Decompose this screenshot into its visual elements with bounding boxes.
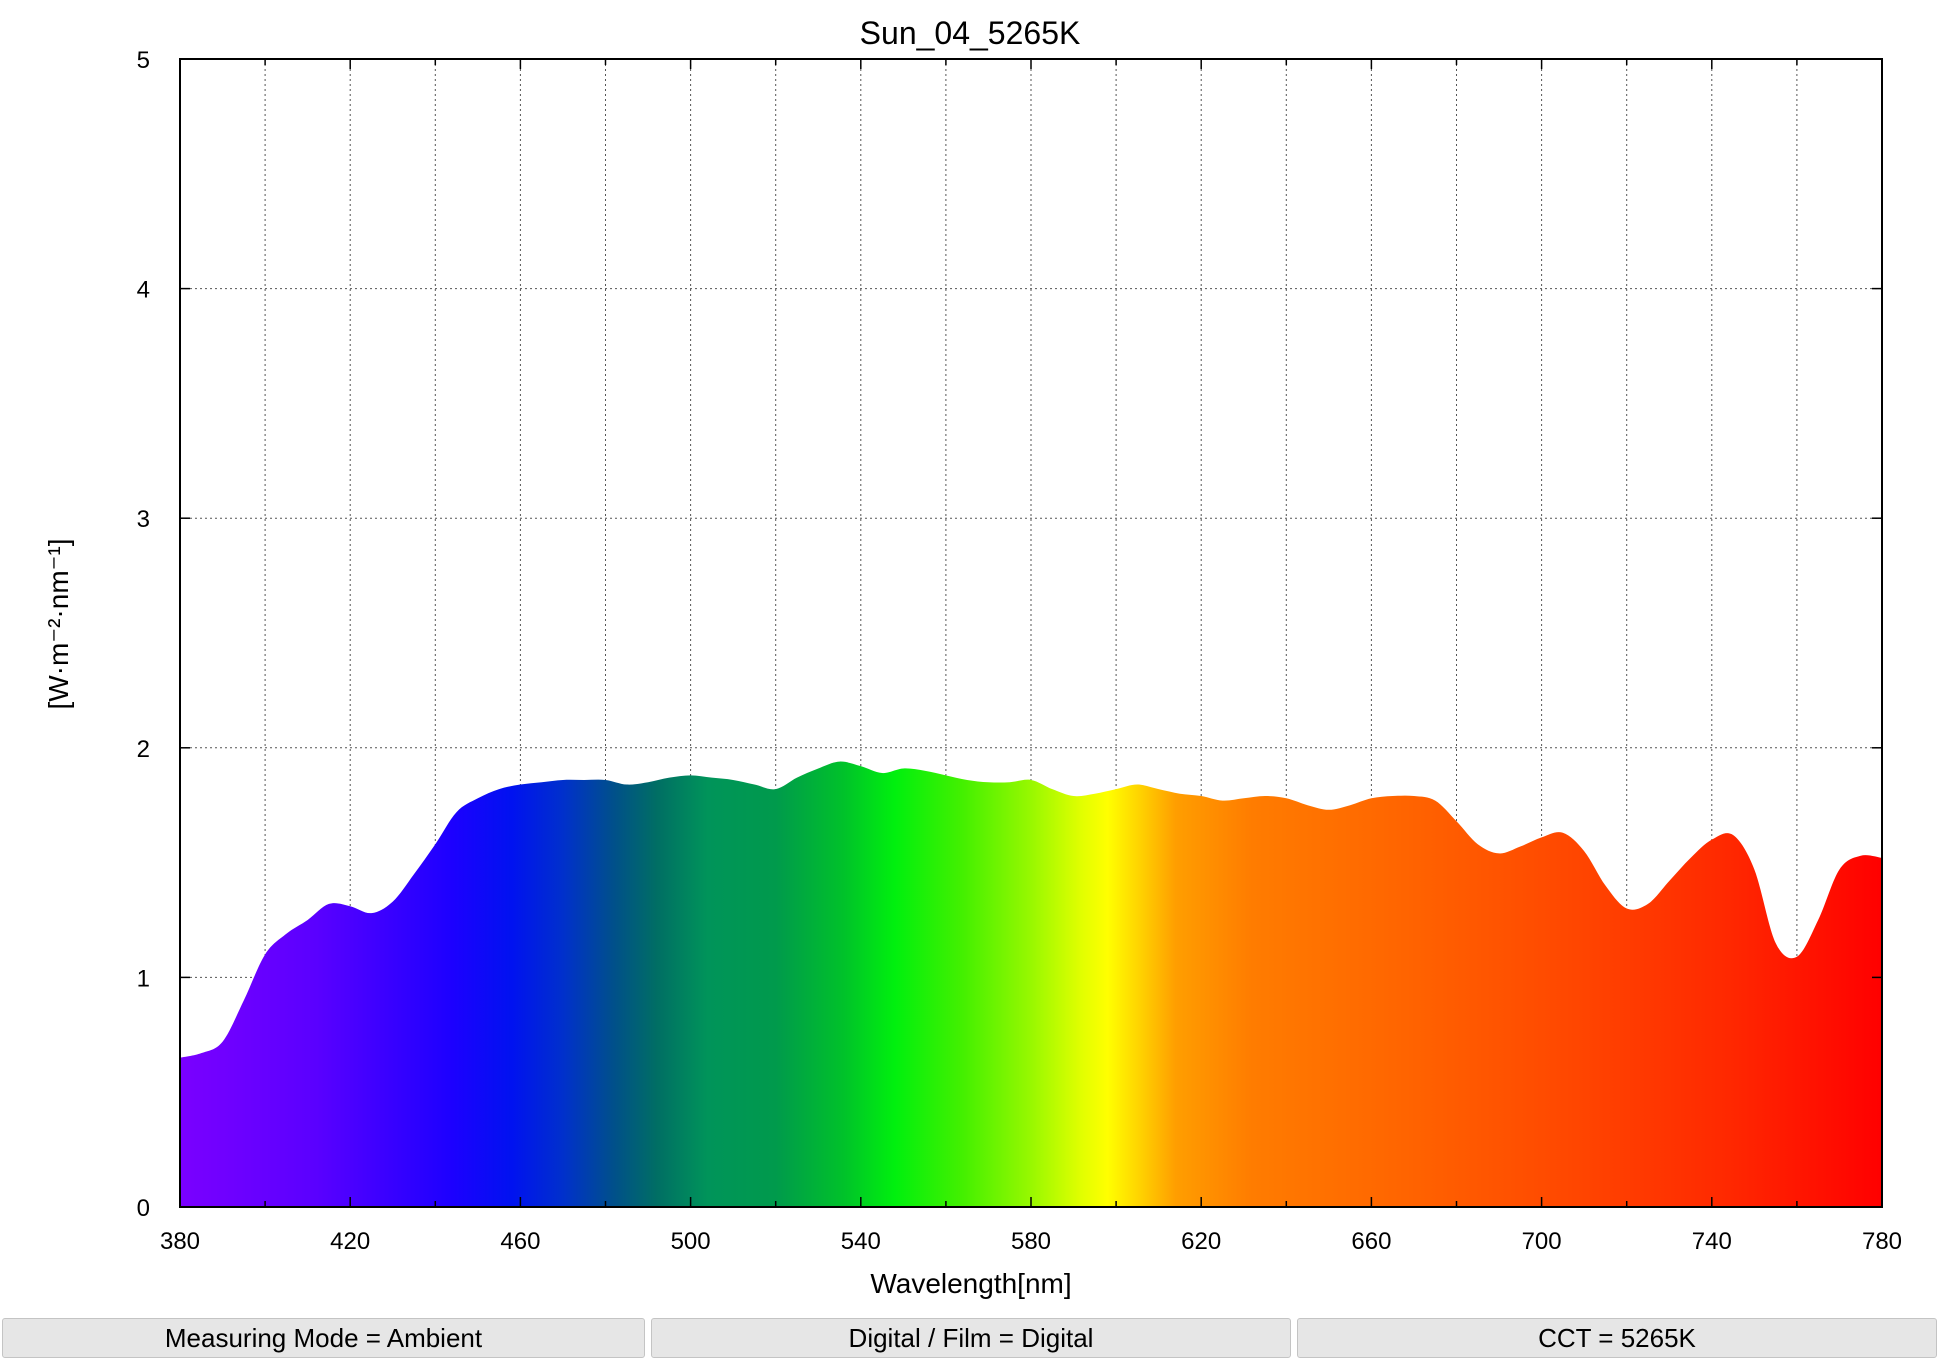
x-tick-label: 580 xyxy=(1011,1228,1051,1255)
x-tick-labels: 380 420 460 500 540 580 620 660 700 740 780 xyxy=(160,1228,1902,1255)
x-tick-label: 380 xyxy=(160,1228,200,1255)
y-axis-title: [W·m⁻²·nm⁻¹] xyxy=(43,538,74,709)
x-tick-label: 460 xyxy=(500,1228,540,1255)
y-tick-label: 3 xyxy=(137,506,150,533)
digital-film-status: Digital / Film = Digital xyxy=(651,1318,1291,1358)
y-tick-label: 1 xyxy=(137,965,150,992)
x-tick-label: 740 xyxy=(1692,1228,1732,1255)
x-axis-title: Wavelength[nm] xyxy=(870,1268,1071,1299)
y-tick-label: 5 xyxy=(137,47,150,74)
cct-status: CCT = 5265K xyxy=(1297,1318,1937,1358)
y-tick-label: 2 xyxy=(137,736,150,763)
y-tick-label: 0 xyxy=(137,1195,150,1222)
status-bar: Measuring Mode = Ambient Digital / Film … xyxy=(0,1318,1940,1366)
y-tick-label: 4 xyxy=(137,277,150,304)
x-tick-label: 700 xyxy=(1522,1228,1562,1255)
x-tick-label: 780 xyxy=(1862,1228,1902,1255)
x-tick-label: 540 xyxy=(841,1228,881,1255)
x-tick-label: 420 xyxy=(330,1228,370,1255)
spectrum-area xyxy=(180,761,1882,1207)
measuring-mode-status: Measuring Mode = Ambient xyxy=(2,1318,645,1358)
x-tick-label: 660 xyxy=(1351,1228,1391,1255)
axis-ticks xyxy=(179,58,1883,1208)
x-tick-label: 620 xyxy=(1181,1228,1221,1255)
chart-svg: Sun_04_5265K 380 420 460 500 540 580 620 660 700… xyxy=(43,15,1902,1299)
y-tick-labels: 0 1 2 3 4 5 xyxy=(137,47,150,1222)
spectrum-chart: Sun_04_5265K 380 420 460 500 540 580 620 660 700… xyxy=(43,15,1902,1299)
chart-title: Sun_04_5265K xyxy=(860,15,1081,51)
x-tick-label: 500 xyxy=(671,1228,711,1255)
